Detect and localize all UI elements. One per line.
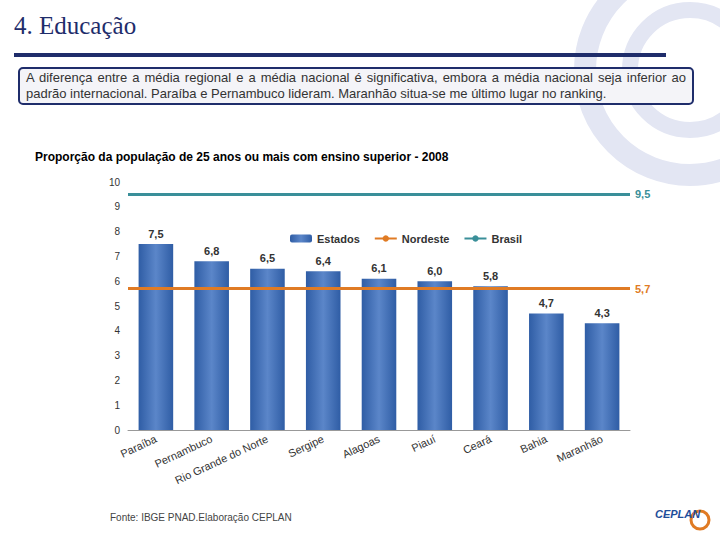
svg-text:5,7: 5,7 (635, 283, 650, 295)
svg-text:9: 9 (114, 201, 120, 212)
svg-text:Bahia: Bahia (518, 432, 549, 455)
svg-text:Ceará: Ceará (461, 432, 494, 456)
svg-text:Brasil: Brasil (491, 233, 522, 245)
svg-text:6,1: 6,1 (371, 262, 386, 274)
svg-text:6,0: 6,0 (427, 265, 442, 277)
html-text:A diferença entre a média regi: A diferença entre a média regional e a m… (26, 70, 686, 101)
svg-text:6: 6 (114, 276, 120, 287)
svg-text:7: 7 (114, 251, 120, 262)
svg-text:6,5: 6,5 (260, 252, 275, 264)
svg-text:7,5: 7,5 (148, 228, 163, 240)
svg-text:Alagoas: Alagoas (340, 432, 382, 460)
svg-text:Sergipe: Sergipe (286, 433, 325, 460)
svg-text:Proporção da população de 25 a: Proporção da população de 25 anos ou mai… (35, 150, 449, 164)
svg-text:1: 1 (114, 400, 120, 411)
svg-text:3: 3 (114, 350, 120, 361)
html-text:CEPLAN: CEPLAN (655, 508, 701, 520)
svg-text:4,7: 4,7 (539, 297, 554, 309)
svg-text:0: 0 (114, 425, 120, 436)
svg-text:10: 10 (109, 177, 121, 188)
svg-text:Maranhão: Maranhão (555, 433, 605, 465)
html-text:Fonte: IBGE PNAD.Elaboração CE: Fonte: IBGE PNAD.Elaboração CEPLAN (110, 512, 292, 523)
svg-text:6,4: 6,4 (316, 255, 332, 267)
svg-text:4,3: 4,3 (594, 307, 609, 319)
svg-text:Rio Grande do Norte: Rio Grande do Norte (173, 433, 270, 487)
svg-text:Paraíba: Paraíba (118, 432, 159, 460)
svg-text:4: 4 (114, 325, 120, 336)
svg-text:9,5: 9,5 (635, 188, 650, 200)
html-text:4. Educação: 4. Educação (14, 12, 137, 39)
svg-text:5,8: 5,8 (483, 270, 498, 282)
svg-text:Piauí: Piauí (410, 433, 438, 454)
svg-text:8: 8 (114, 226, 120, 237)
svg-text:Pernambuco: Pernambuco (152, 432, 215, 470)
svg-text:Nordeste: Nordeste (402, 233, 450, 245)
svg-text:Estados: Estados (317, 233, 360, 245)
svg-text:2: 2 (114, 375, 120, 386)
svg-text:6,8: 6,8 (204, 245, 219, 257)
svg-text:5: 5 (114, 301, 120, 312)
